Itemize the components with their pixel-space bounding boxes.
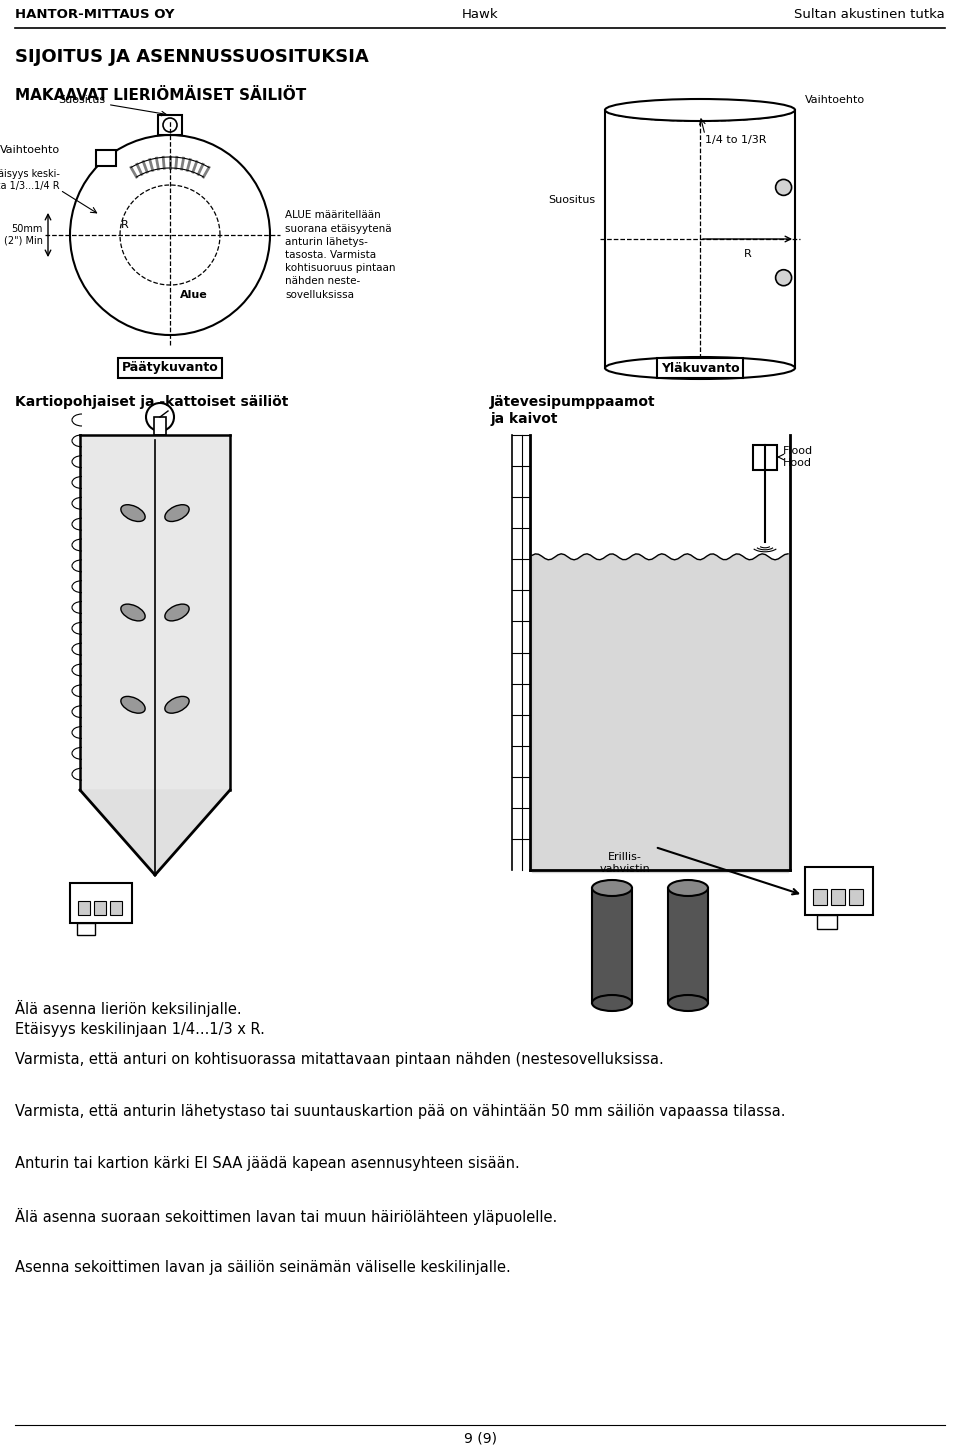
Bar xyxy=(154,418,166,435)
Text: Flood
Hood: Flood Hood xyxy=(783,447,813,468)
Bar xyxy=(849,889,863,905)
Text: Älä asenna suoraan sekoittimen lavan tai muun häiriölähteen yläpuolelle.: Älä asenna suoraan sekoittimen lavan tai… xyxy=(15,1208,557,1225)
Text: Päätykuvanto: Päätykuvanto xyxy=(122,361,218,374)
Bar xyxy=(805,867,873,915)
Text: Asenna sekoittimen lavan ja säiliön seinämän väliselle keskilinjalle.: Asenna sekoittimen lavan ja säiliön sein… xyxy=(15,1260,511,1274)
Bar xyxy=(70,883,132,923)
Text: 1/4 to 1/3R: 1/4 to 1/3R xyxy=(705,134,766,144)
Text: Vaihtoehto: Vaihtoehto xyxy=(0,144,60,155)
Bar xyxy=(78,902,90,915)
Ellipse shape xyxy=(165,696,189,714)
Polygon shape xyxy=(80,790,230,876)
Text: Sultan akustinen tutka: Sultan akustinen tutka xyxy=(794,9,945,22)
Bar xyxy=(668,889,708,1003)
Text: Vaihtoehto: Vaihtoehto xyxy=(805,95,865,105)
Text: SIJOITUS JA ASENNUSSUOSITUKSIA: SIJOITUS JA ASENNUSSUOSITUKSIA xyxy=(15,48,369,66)
Text: R: R xyxy=(121,220,129,230)
Ellipse shape xyxy=(165,604,189,621)
Text: Varmista, että anturi on kohtisuorassa mitattavaan pintaan nähden (nestesovelluk: Varmista, että anturi on kohtisuorassa m… xyxy=(15,1052,663,1066)
Ellipse shape xyxy=(592,996,632,1011)
Text: Älä asenna lieriön keksilinjalle.
Etäisyys keskilinjaan 1/4...1/3 x R.: Älä asenna lieriön keksilinjalle. Etäisy… xyxy=(15,1000,265,1038)
Text: Erillis-
vahvistin: Erillis- vahvistin xyxy=(600,853,650,874)
Text: Suositus: Suositus xyxy=(58,95,166,116)
FancyBboxPatch shape xyxy=(96,150,116,166)
Ellipse shape xyxy=(165,504,189,522)
Bar xyxy=(753,445,777,470)
Bar xyxy=(110,902,122,915)
Text: Etäisyys keski-
linjasta 1/3...1/4 R: Etäisyys keski- linjasta 1/3...1/4 R xyxy=(0,169,60,191)
Text: ALUE määritellään
suorana etäisyytenä
anturin lähetys-
tasosta. Varmista
kohtisu: ALUE määritellään suorana etäisyytenä an… xyxy=(285,211,396,299)
Text: Anturin tai kartion kärki EI SAA jäädä kapean asennusyhteen sisään.: Anturin tai kartion kärki EI SAA jäädä k… xyxy=(15,1156,519,1170)
Text: Varmista, että anturin lähetystaso tai suuntauskartion pää on vähintään 50 mm sä: Varmista, että anturin lähetystaso tai s… xyxy=(15,1104,785,1118)
Text: 9 (9): 9 (9) xyxy=(464,1432,496,1445)
Bar xyxy=(817,915,837,929)
Ellipse shape xyxy=(121,504,145,522)
Text: Kartiopohjaiset ja -kattoiset säiliöt: Kartiopohjaiset ja -kattoiset säiliöt xyxy=(15,394,288,409)
Text: MAKAAVAT LIERIÖMÄISET SÄILIÖT: MAKAAVAT LIERIÖMÄISET SÄILIÖT xyxy=(15,88,306,103)
Bar xyxy=(831,889,845,905)
Ellipse shape xyxy=(668,996,708,1011)
FancyBboxPatch shape xyxy=(158,116,182,134)
Ellipse shape xyxy=(668,880,708,896)
Text: Alue: Alue xyxy=(180,290,207,301)
Text: Yläkuvanto: Yläkuvanto xyxy=(660,361,739,374)
Ellipse shape xyxy=(121,604,145,621)
Text: 50mm
(2") Min: 50mm (2") Min xyxy=(4,224,43,246)
Circle shape xyxy=(776,179,792,195)
Bar xyxy=(80,435,230,790)
Text: Jätevesipumppaamot
ja kaivot: Jätevesipumppaamot ja kaivot xyxy=(490,394,656,426)
Bar xyxy=(94,902,106,915)
Circle shape xyxy=(665,105,678,118)
Bar xyxy=(813,889,827,905)
Text: R: R xyxy=(744,249,752,259)
Text: Hawk: Hawk xyxy=(462,9,498,22)
Text: Suositus: Suositus xyxy=(548,195,595,205)
Ellipse shape xyxy=(592,880,632,896)
Ellipse shape xyxy=(121,696,145,714)
Text: HANTOR-MITTAUS OY: HANTOR-MITTAUS OY xyxy=(15,9,175,22)
Circle shape xyxy=(776,270,792,286)
Bar xyxy=(592,889,632,1003)
Bar xyxy=(77,923,95,935)
Ellipse shape xyxy=(605,100,795,121)
